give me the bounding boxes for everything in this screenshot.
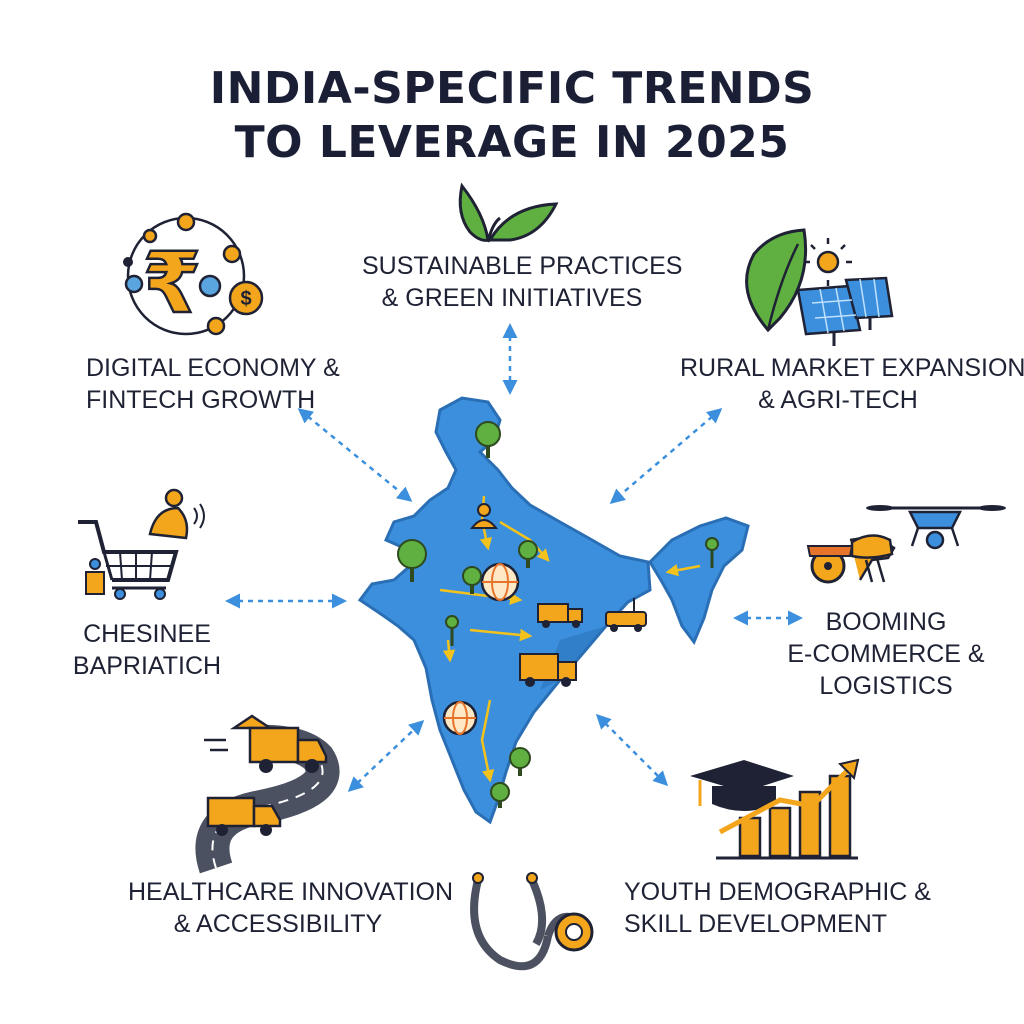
label-healthcare-line-2: & ACCESSIBILITY: [173, 910, 383, 938]
label-rural: RURAL MARKET EXPANSION & AGRI-TECH: [680, 352, 1024, 416]
label-youth: YOUTH DEMOGRAPHIC & SKILL DEVELOPMENT: [624, 876, 931, 940]
label-sustainable: SUSTAINABLE PRACTICES & GREEN INITIATIVE…: [362, 250, 683, 314]
label-digital: DIGITAL ECONOMY & FINTECH GROWTH: [86, 352, 340, 416]
label-rural-line-1: RURAL MARKET EXPANSION: [680, 354, 1024, 382]
globe-icon: [480, 562, 520, 602]
map-tree-icon: [462, 566, 482, 594]
map-truck-icon: [519, 653, 577, 687]
label-ecommerce-line-2: E-COMMERCE &: [787, 640, 985, 668]
person-icon: [469, 503, 499, 529]
rupee-network-icon: $ ₹: [123, 212, 264, 336]
label-digital-line-2: FINTECH GROWTH: [86, 386, 316, 414]
label-ecommerce: BOOMING E-COMMERCE & LOGISTICS: [780, 606, 992, 702]
arrow-healthcare: [347, 719, 425, 793]
stethoscope-icon: [470, 872, 594, 971]
label-sustainable-line-1: SUSTAINABLE PRACTICES: [362, 252, 683, 280]
map-tree-icon: [475, 421, 501, 458]
map-tree-icon: [518, 540, 538, 568]
solar-leaf-icon: [745, 228, 894, 346]
leaf-sprout-icon: [458, 182, 559, 243]
title-line-2: TO LEVERAGE IN 2025: [234, 117, 790, 168]
title-line-1: INDIA-SPECIFIC TRENDS: [209, 63, 815, 114]
label-rural-line-2: & AGRI-TECH: [758, 386, 918, 414]
map-tree-icon: [705, 537, 719, 568]
arrow-digital: [297, 408, 413, 502]
globe-icon: [442, 700, 478, 736]
map-tree-icon: [445, 615, 459, 646]
svg-text:$: $: [240, 288, 251, 310]
label-digital-line-1: DIGITAL ECONOMY &: [86, 354, 340, 382]
label-healthcare-line-1: HEALTHCARE INNOVATION: [128, 878, 454, 906]
shopping-cart-icon: [78, 488, 205, 600]
label-chesinee-line-2: BAPRIATICH: [72, 652, 222, 680]
graduation-chart-icon: [690, 758, 860, 860]
road-trucks-icon: [195, 714, 340, 874]
arrow-youth: [595, 713, 669, 787]
india-map: [357, 396, 750, 825]
label-chesinee: CHESINEE BAPRIATICH: [62, 618, 232, 682]
label-sustainable-line-2: & GREEN INITIATIVES: [381, 284, 643, 312]
map-tree-icon: [509, 747, 531, 776]
label-youth-line-2: SKILL DEVELOPMENT: [624, 910, 888, 938]
label-youth-line-1: YOUTH DEMOGRAPHIC &: [624, 878, 931, 906]
map-cart-icon: [605, 598, 647, 632]
label-ecommerce-line-3: LOGISTICS: [819, 672, 953, 700]
label-chesinee-line-1: CHESINEE: [83, 620, 211, 648]
map-truck-icon: [537, 603, 583, 628]
drone-oxcart-icon: [806, 505, 1006, 584]
page-title: INDIA-SPECIFIC TRENDS TO LEVERAGE IN 202…: [0, 62, 1024, 170]
arrow-rural: [609, 408, 723, 504]
svg-text:₹: ₹: [143, 234, 201, 332]
map-tree-icon: [490, 782, 510, 808]
india-mainland: [357, 396, 652, 825]
india-northeast: [648, 516, 750, 645]
label-healthcare: HEALTHCARE INNOVATION & ACCESSIBILITY: [128, 876, 454, 940]
map-tree-icon: [397, 539, 427, 582]
label-ecommerce-line-1: BOOMING: [825, 608, 947, 636]
connector-arrows: [225, 323, 803, 793]
